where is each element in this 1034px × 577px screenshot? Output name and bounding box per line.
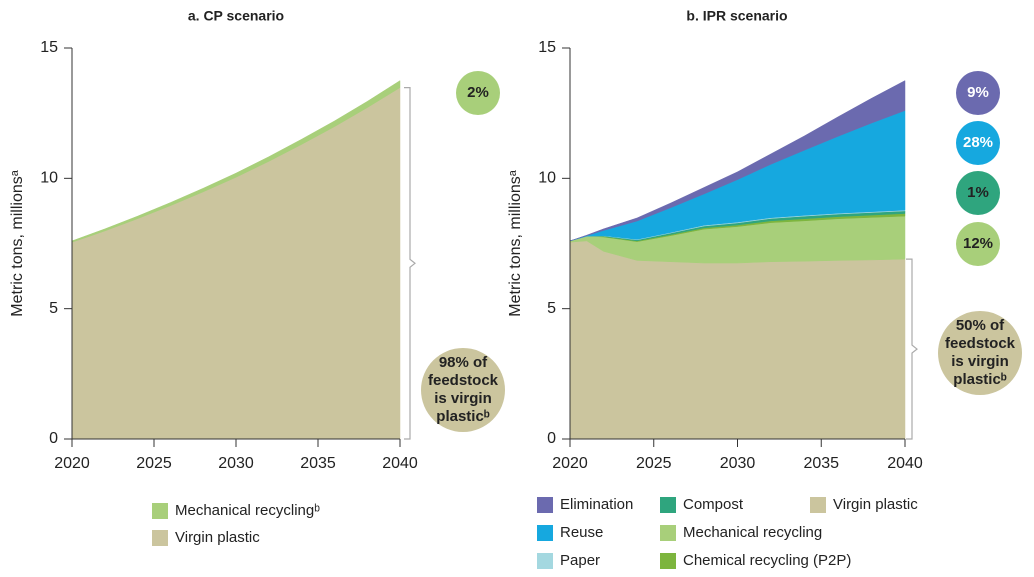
legend-swatch: [810, 497, 826, 513]
x-tick-label: 2020: [552, 455, 588, 472]
legend-swatch: [537, 525, 553, 541]
x-tick-label: 2035: [803, 455, 839, 472]
annotation-text: plasticᵇ: [436, 408, 490, 425]
y-tick-label: 15: [538, 39, 556, 56]
legend-label: Elimination: [560, 496, 633, 513]
y-tick-label: 5: [49, 300, 58, 317]
x-tick-label: 2025: [636, 455, 672, 472]
brace: [404, 87, 416, 440]
area: [71, 87, 401, 440]
x-tick-label: 2040: [382, 455, 418, 472]
annotation-bubble: [956, 171, 1000, 215]
area: [569, 240, 906, 440]
area: [569, 80, 906, 242]
annotation-bubble: [956, 121, 1000, 165]
annotation-bubble: [956, 222, 1000, 266]
legend-swatch: [537, 497, 553, 513]
annotation-text: plasticᵇ: [953, 371, 1007, 388]
legend-label: Virgin plastic: [175, 529, 260, 546]
legend-label: Chemical recycling (P2P): [683, 552, 851, 569]
annotation-text: 50% of: [956, 317, 1005, 334]
legend-swatch: [660, 525, 676, 541]
annotation-bubble: [938, 311, 1022, 395]
y-tick-label: 0: [547, 430, 556, 447]
annotation-text: 12%: [963, 235, 993, 252]
legend-label: Reuse: [560, 524, 603, 541]
legend-label: Virgin plastic: [833, 496, 918, 513]
x-tick-label: 2040: [887, 455, 923, 472]
legend-label: Paper: [560, 552, 600, 569]
y-axis-label: Metric tons, millionsᵃ: [507, 169, 524, 316]
y-tick-label: 10: [538, 170, 556, 187]
x-tick-label: 2030: [218, 455, 254, 472]
legend-swatch: [152, 530, 168, 546]
annotation-bubble: [956, 71, 1000, 115]
annotation-text: 28%: [963, 134, 993, 151]
legend-swatch: [660, 497, 676, 513]
x-tick-label: 2030: [720, 455, 756, 472]
annotation-bubble: [456, 71, 500, 115]
annotation-bubble: [421, 348, 505, 432]
x-tick-label: 2035: [300, 455, 336, 472]
annotation-text: 9%: [967, 84, 989, 101]
annotation-text: feedstock: [945, 335, 1016, 352]
y-axis-label: Metric tons, millionsᵃ: [9, 169, 26, 316]
annotation-text: 1%: [967, 184, 989, 201]
y-tick-label: 10: [40, 170, 58, 187]
chart-title: a. CP scenario: [188, 8, 284, 24]
annotation-text: 2%: [467, 84, 489, 101]
brace: [906, 258, 918, 440]
annotation-text: is virgin: [951, 353, 1009, 370]
legend-label: Mechanical recycling: [683, 524, 822, 541]
x-tick-label: 2025: [136, 455, 172, 472]
legend-swatch: [537, 553, 553, 569]
x-tick-label: 2020: [54, 455, 90, 472]
annotation-text: is virgin: [434, 390, 492, 407]
legend-label: Mechanical recyclingᵇ: [175, 502, 320, 519]
chart-title: b. IPR scenario: [686, 8, 787, 24]
area: [71, 80, 401, 243]
y-tick-label: 15: [40, 39, 58, 56]
y-tick-label: 0: [49, 430, 58, 447]
annotation-text: 98% of: [439, 354, 488, 371]
legend-swatch: [152, 503, 168, 519]
legend-label: Compost: [683, 496, 744, 513]
legend-swatch: [660, 553, 676, 569]
y-tick-label: 5: [547, 300, 556, 317]
annotation-text: feedstock: [428, 372, 499, 389]
